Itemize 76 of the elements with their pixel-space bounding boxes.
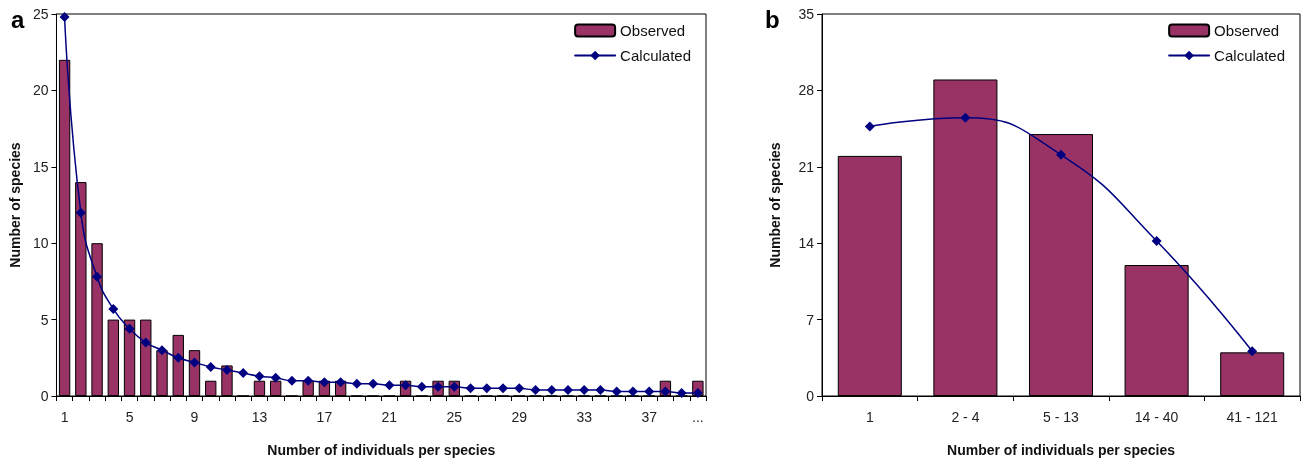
x-tick-label: 1 — [865, 409, 874, 425]
point — [157, 345, 168, 356]
point — [530, 384, 541, 395]
y-tick-label: 5 — [40, 311, 49, 328]
point — [303, 375, 314, 386]
point — [75, 207, 86, 218]
point — [595, 384, 606, 395]
point — [108, 303, 119, 314]
point — [124, 323, 135, 334]
y-tick-label: 7 — [806, 311, 815, 328]
legend-label: Observed — [620, 22, 686, 39]
point — [1151, 236, 1162, 247]
x-axis-title: Number of individuals per species — [947, 442, 1176, 458]
y-tick-label: 25 — [32, 6, 49, 22]
x-tick-label: 25 — [446, 409, 463, 425]
x-tick-label: 5 — [125, 409, 134, 425]
x-tick-label: 13 — [251, 409, 268, 425]
point — [562, 384, 573, 395]
point — [481, 383, 492, 394]
y-tick-label: 28 — [798, 82, 815, 99]
x-axis-title: Number of individuals per species — [267, 442, 496, 458]
chart-title: b — [765, 5, 780, 33]
x-tick-label: 14 - 40 — [1134, 409, 1179, 425]
legend-label: Observed — [1214, 22, 1280, 39]
point — [514, 383, 525, 394]
point — [1056, 149, 1066, 160]
point — [644, 386, 655, 397]
x-tick-label: 5 - 13 — [1043, 409, 1080, 425]
point — [579, 384, 590, 395]
point — [676, 387, 687, 398]
x-tick-label: ... — [692, 409, 704, 425]
point — [960, 112, 971, 123]
point — [384, 380, 395, 391]
x-tick-label: 17 — [316, 409, 333, 425]
x-tick-label: 33 — [576, 409, 593, 425]
x-tick-label: 1 — [60, 409, 69, 425]
legend-label: Calculated — [1214, 47, 1286, 64]
point — [546, 384, 557, 395]
point — [368, 378, 379, 389]
point — [140, 337, 151, 348]
point — [59, 12, 70, 23]
y-axis-title: Number of species — [7, 142, 23, 268]
point — [286, 375, 297, 386]
point — [465, 383, 476, 394]
x-tick-label: 37 — [641, 409, 658, 425]
y-axis-title: Number of species — [767, 142, 783, 268]
x-tick-label: 21 — [381, 409, 398, 425]
point — [92, 271, 103, 282]
point — [627, 386, 638, 397]
point — [238, 368, 249, 379]
point — [864, 121, 875, 132]
y-tick-label: 35 — [798, 6, 815, 22]
point — [270, 372, 281, 383]
x-tick-label: 9 — [190, 409, 199, 425]
chart-title: a — [11, 5, 25, 33]
y-tick-label: 0 — [40, 388, 49, 404]
y-tick-label: 10 — [32, 235, 49, 252]
y-tick-label: 15 — [32, 158, 49, 175]
y-tick-label: 0 — [806, 388, 815, 404]
point — [173, 352, 184, 363]
point — [205, 361, 216, 372]
legend-label: Calculated — [620, 47, 692, 64]
y-tick-label: 14 — [798, 235, 815, 252]
point — [498, 383, 509, 394]
point — [416, 381, 427, 392]
point — [221, 365, 232, 376]
y-tick-label: 20 — [32, 82, 49, 99]
x-tick-label: 29 — [511, 409, 528, 425]
point — [254, 371, 265, 382]
point — [351, 378, 362, 389]
x-tick-label: 2 - 4 — [951, 409, 980, 425]
point — [611, 386, 622, 397]
point — [1247, 346, 1258, 357]
y-tick-label: 21 — [798, 158, 815, 175]
x-tick-label: 41 - 121 — [1226, 409, 1279, 425]
point — [189, 357, 200, 368]
